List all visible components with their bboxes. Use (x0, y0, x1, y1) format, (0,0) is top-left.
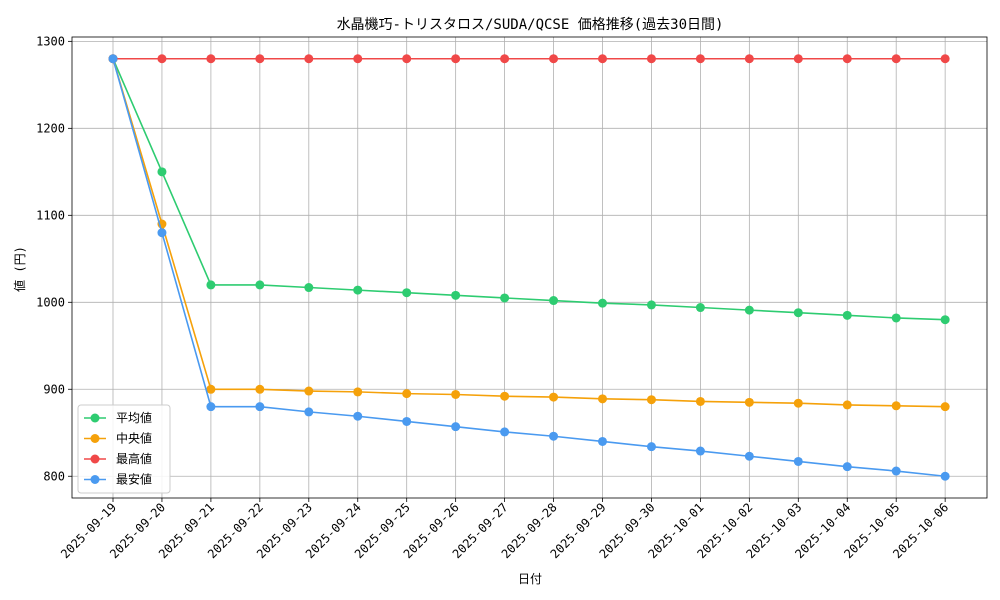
data-point (695, 54, 705, 64)
series-line (112, 58, 946, 321)
data-point (744, 305, 754, 315)
data-point (402, 389, 412, 399)
data-point (891, 313, 901, 323)
data-point (940, 471, 950, 481)
data-point (157, 54, 167, 64)
plot-frame (71, 36, 988, 499)
legend-swatch-marker (90, 475, 100, 484)
data-point (549, 392, 559, 402)
legend-swatch-marker (90, 454, 100, 464)
data-point (500, 293, 510, 303)
data-point (793, 398, 803, 408)
data-point (744, 397, 754, 407)
data-point (255, 384, 265, 394)
data-point (598, 298, 607, 308)
data-point (646, 300, 656, 310)
data-point (206, 280, 216, 290)
data-point (549, 54, 559, 64)
data-point (304, 54, 314, 64)
data-point (598, 436, 607, 446)
data-point (744, 451, 754, 461)
y-tick-label: 1300 (36, 34, 65, 48)
y-tick-label: 800 (43, 469, 65, 483)
data-point (500, 54, 510, 64)
data-point (842, 400, 852, 410)
series-line (112, 58, 946, 408)
data-point (451, 290, 461, 300)
data-point (157, 167, 167, 177)
data-point (598, 54, 607, 64)
legend-swatch-marker (90, 434, 100, 443)
legend-box (77, 404, 171, 494)
data-point (695, 303, 705, 313)
data-point (744, 54, 754, 64)
series-3 (108, 54, 950, 481)
series-line (112, 58, 946, 478)
data-point (891, 401, 901, 411)
data-point (695, 396, 705, 406)
data-point (402, 416, 412, 426)
data-point (304, 283, 314, 293)
data-point (646, 54, 656, 64)
data-point (500, 427, 510, 437)
data-point (646, 442, 656, 452)
data-point (842, 462, 852, 472)
data-point (891, 54, 901, 64)
legend-label: 最安値 (116, 472, 152, 487)
data-point (940, 54, 950, 64)
data-point (451, 422, 461, 432)
data-point (255, 280, 265, 290)
data-point (451, 54, 461, 64)
data-point (646, 395, 656, 405)
data-point (353, 54, 363, 64)
data-point (695, 446, 705, 456)
data-point (353, 387, 363, 397)
y-tick-label: 900 (43, 382, 65, 396)
series-0 (108, 54, 950, 325)
legend-label: 中央値 (116, 431, 152, 446)
data-point (842, 310, 852, 320)
legend-swatch-marker (90, 413, 100, 423)
data-point (157, 228, 167, 238)
data-point (451, 389, 461, 399)
data-point (304, 386, 314, 396)
x-axis-label: 日付 (518, 572, 542, 586)
data-point (793, 54, 803, 64)
data-point (402, 54, 412, 64)
chart-title: 水晶機巧-トリスタロス/SUDA/QCSE 価格推移(過去30日間) (337, 17, 724, 33)
data-point (206, 54, 216, 64)
data-point (206, 384, 216, 394)
series-2 (108, 54, 950, 64)
grid (72, 37, 987, 498)
data-point (598, 394, 607, 404)
legend-label: 最高値 (116, 451, 152, 466)
data-point (842, 54, 852, 64)
y-tick-label: 1100 (36, 208, 65, 222)
data-point (891, 466, 901, 476)
data-point (255, 54, 265, 64)
series-layer (108, 54, 950, 481)
data-point (793, 308, 803, 318)
y-axis-label: 値 (円) (12, 246, 27, 292)
data-point (255, 402, 265, 412)
y-tick-label: 1200 (36, 121, 65, 135)
data-point (549, 296, 559, 306)
data-point (940, 402, 950, 412)
data-point (304, 407, 314, 417)
legend-label: 平均値 (116, 410, 152, 425)
data-point (402, 288, 412, 298)
data-point (940, 315, 950, 325)
data-point (353, 285, 363, 295)
data-point (500, 391, 510, 401)
data-point (206, 402, 216, 412)
data-point (549, 431, 559, 441)
data-point (108, 54, 118, 64)
y-tick-label: 1000 (36, 295, 65, 309)
data-point (353, 411, 363, 421)
data-point (793, 456, 803, 466)
